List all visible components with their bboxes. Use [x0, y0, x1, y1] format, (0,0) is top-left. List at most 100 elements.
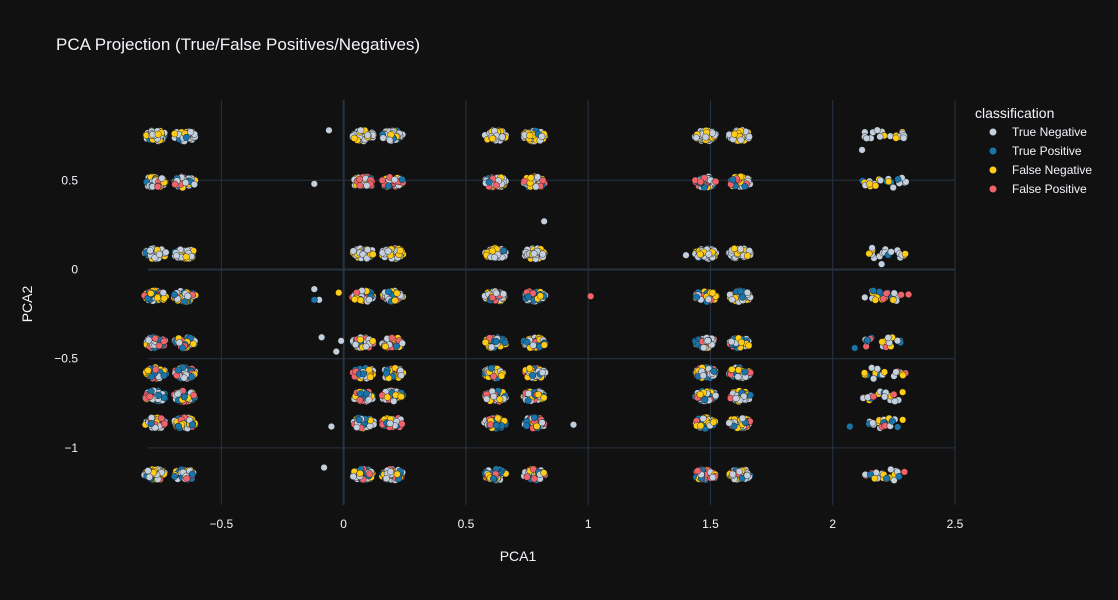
- legend-marker: [989, 166, 997, 174]
- scatter-point: [893, 337, 901, 345]
- scatter-point: [160, 372, 168, 380]
- scatter-point: [386, 136, 394, 144]
- scatter-point: [899, 388, 907, 396]
- scatter-point: [356, 336, 364, 344]
- x-axis-title: PCA1: [500, 548, 537, 564]
- scatter-point: [861, 293, 869, 301]
- scatter-point: [398, 176, 406, 184]
- scatter-point: [705, 250, 713, 258]
- scatter-point: [175, 422, 183, 430]
- scatter-point: [871, 296, 879, 304]
- scatter-point: [870, 375, 878, 383]
- scatter-point: [154, 130, 162, 138]
- scatter-point: [155, 391, 163, 399]
- scatter-point: [388, 334, 396, 342]
- scatter-point: [858, 146, 866, 154]
- scatter-point: [729, 176, 737, 184]
- scatter-point: [492, 337, 500, 345]
- scatter-point: [539, 250, 547, 258]
- scatter-point: [529, 371, 537, 379]
- scatter-point: [702, 133, 710, 141]
- x-tick-label: 1.5: [702, 517, 719, 531]
- scatter-point: [899, 416, 907, 424]
- scatter-point: [310, 180, 318, 188]
- scatter-point: [327, 422, 335, 430]
- scatter-point: [524, 389, 532, 397]
- scatter-point: [383, 393, 391, 401]
- scatter-point: [485, 178, 493, 186]
- y-tick-label: −1: [64, 441, 78, 455]
- scatter-point: [487, 364, 495, 372]
- scatter-point: [538, 132, 546, 140]
- scatter-point: [894, 175, 902, 183]
- legend-item-label[interactable]: False Negative: [1012, 163, 1092, 177]
- legend-item-label[interactable]: True Positive: [1012, 144, 1082, 158]
- scatter-point: [728, 365, 736, 373]
- scatter-point: [885, 178, 893, 186]
- scatter-point: [697, 422, 705, 430]
- scatter-point: [735, 468, 743, 476]
- scatter-point: [391, 176, 399, 184]
- scatter-point: [382, 474, 390, 482]
- scatter-point: [488, 135, 496, 143]
- scatter-point: [889, 296, 897, 304]
- scatter-point: [148, 414, 156, 422]
- scatter-point: [709, 473, 717, 481]
- scatter-point: [524, 293, 532, 301]
- scatter-point: [355, 416, 363, 424]
- scatter-point: [731, 130, 739, 138]
- scatter-point: [393, 289, 401, 297]
- scatter-point: [892, 368, 900, 376]
- scatter-point: [356, 469, 364, 477]
- scatter-point: [694, 467, 702, 475]
- scatter-point: [900, 134, 908, 142]
- scatter-point: [500, 290, 508, 298]
- scatter-point: [490, 392, 498, 400]
- scatter-point: [872, 182, 880, 190]
- scatter-points: [140, 126, 913, 484]
- scatter-point: [357, 296, 365, 304]
- scatter-point: [735, 366, 743, 374]
- scatter-point: [369, 337, 377, 345]
- scatter-point: [182, 253, 190, 261]
- scatter-point: [356, 390, 364, 398]
- scatter-point: [737, 338, 745, 346]
- scatter-point: [189, 340, 197, 348]
- scatter-point: [154, 183, 162, 191]
- scatter-point: [730, 245, 738, 253]
- scatter-point: [732, 395, 740, 403]
- scatter-point: [699, 372, 707, 380]
- scatter-point: [397, 371, 405, 379]
- scatter-point: [160, 337, 168, 345]
- scatter-point: [378, 176, 386, 184]
- scatter-point: [387, 468, 395, 476]
- scatter-point: [741, 368, 749, 376]
- scatter-point: [494, 414, 502, 422]
- legend-item-label[interactable]: True Negative: [1012, 125, 1087, 139]
- scatter-point: [746, 391, 754, 399]
- chart-title: PCA Projection (True/False Positives/Neg…: [56, 35, 420, 54]
- scatter-point: [145, 336, 153, 344]
- scatter-point: [362, 390, 370, 398]
- scatter-point: [529, 341, 537, 349]
- scatter-point: [369, 250, 377, 258]
- scatter-point: [523, 338, 531, 346]
- scatter-point: [171, 130, 179, 138]
- scatter-point: [183, 475, 191, 483]
- scatter-point: [696, 390, 704, 398]
- scatter-point: [729, 470, 737, 478]
- scatter-point: [397, 393, 405, 401]
- legend-item-label[interactable]: False Positive: [1012, 182, 1087, 196]
- scatter-point: [335, 289, 343, 297]
- scatter-point: [492, 421, 500, 429]
- scatter-point: [362, 343, 370, 351]
- scatter-point: [174, 390, 182, 398]
- scatter-point: [159, 289, 167, 297]
- scatter-point: [890, 390, 898, 398]
- scatter-point: [398, 339, 406, 347]
- scatter-point: [520, 177, 528, 185]
- legend[interactable]: classification True Negative True Positiv…: [975, 105, 1092, 196]
- scatter-point: [878, 260, 886, 268]
- scatter-point: [352, 341, 360, 349]
- scatter-point: [382, 369, 390, 377]
